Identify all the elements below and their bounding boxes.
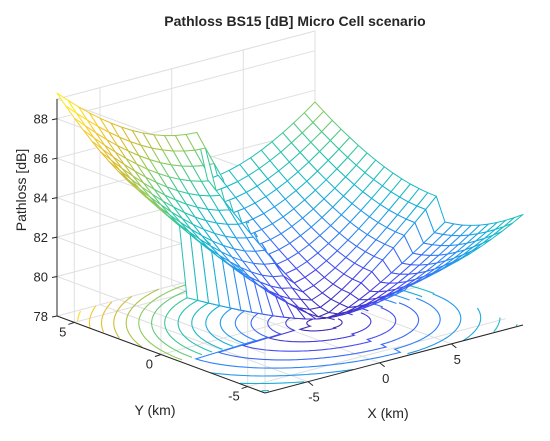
x-tick-mark [451,343,457,349]
contour-line [240,381,305,385]
contour-line [113,296,133,339]
x-tick-mark [379,362,385,368]
z-tick-mark [51,157,58,160]
z-tick-mark [51,118,58,121]
contour-line [77,310,82,322]
z-tick-mark [51,236,58,239]
x-tick-label: -5 [308,390,320,405]
contour-line [138,279,202,361]
chart-title: Pathloss BS15 [dB] Micro Cell scenario [164,13,425,29]
tick-labels: 78 80 82 84 86 88 5 0 -5 -5 0 5 [34,112,461,405]
z-tick-label: 78 [34,309,48,324]
contour-line [407,293,462,355]
surface-cell [56,92,77,114]
y-tick-mark [68,321,75,325]
contour-line [515,324,518,327]
y-axis-label: Y (km) [135,402,176,418]
y-tick-label: 0 [146,357,153,372]
grid-line-x [99,87,309,383]
contour-line [125,288,160,348]
surface-mesh [56,92,524,320]
z-axis-label: Pathloss [dB] [13,149,29,232]
y-tick-mark [241,386,248,390]
x-tick-label: 0 [382,371,389,386]
contour-line [462,307,482,342]
x-tick-label: 5 [454,352,461,367]
contour-line [493,317,501,333]
z-tick-label: 82 [34,230,48,245]
y-tick-label: -5 [228,389,240,404]
contour-line [88,305,97,329]
z-tick-mark [51,197,58,200]
x-axis-label: X (km) [367,405,408,421]
y-tick-mark [154,354,162,357]
contour-line [210,368,354,377]
z-tick-label: 84 [34,191,48,206]
z-tick-label: 88 [34,112,48,127]
x-tick-mark [307,381,314,387]
contour-line [100,301,113,333]
z-tick-mark [51,315,58,318]
z-tick-mark [51,276,58,279]
y-tick-label: 5 [59,324,66,339]
z-tick-label: 80 [34,270,48,285]
z-tick-label: 86 [34,151,48,166]
